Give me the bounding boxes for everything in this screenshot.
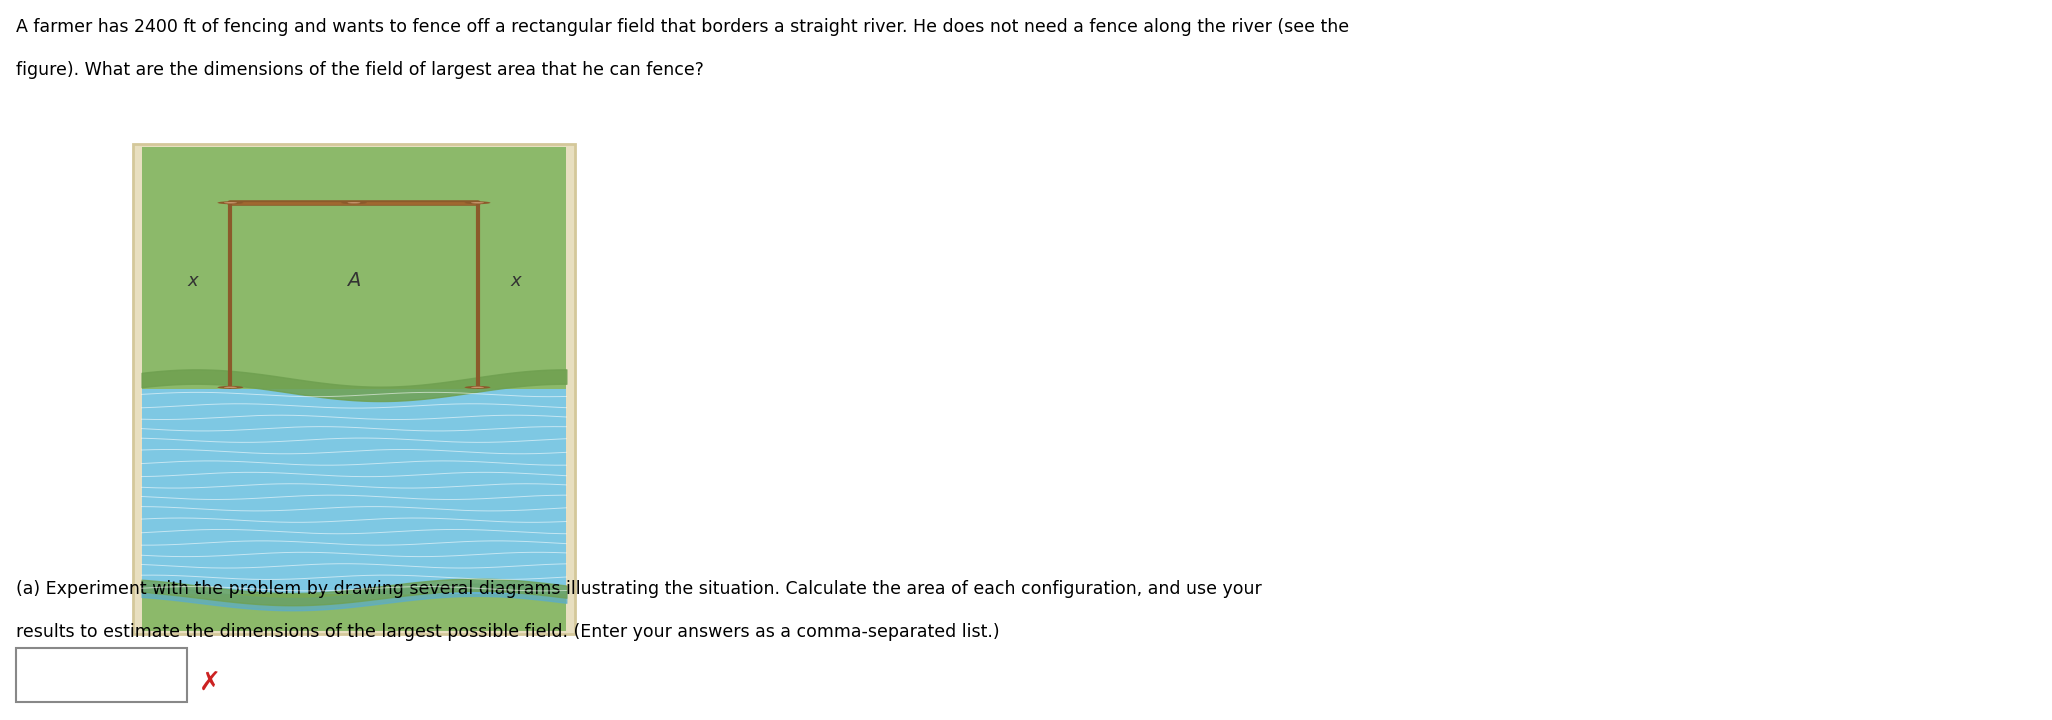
Ellipse shape (464, 386, 490, 389)
Text: results to estimate the dimensions of the largest possible field. (Enter your an: results to estimate the dimensions of th… (16, 623, 999, 641)
Text: figure). What are the dimensions of the field of largest area that he can fence?: figure). What are the dimensions of the … (16, 61, 704, 79)
Ellipse shape (347, 202, 361, 204)
Ellipse shape (224, 202, 236, 204)
Bar (142, 595, 566, 631)
Text: (a) Experiment with the problem by drawing several diagrams illustrating the sit: (a) Experiment with the problem by drawi… (16, 580, 1262, 598)
Ellipse shape (218, 386, 244, 389)
Text: x: x (511, 271, 521, 289)
Text: x: x (187, 271, 197, 289)
Ellipse shape (472, 202, 484, 204)
Text: A farmer has 2400 ft of fencing and wants to fence off a rectangular field that : A farmer has 2400 ft of fencing and want… (16, 18, 1350, 36)
Text: A: A (347, 271, 361, 290)
Bar (16, 648, 187, 702)
Text: ✗: ✗ (199, 670, 222, 696)
Ellipse shape (472, 387, 484, 388)
Ellipse shape (218, 202, 244, 204)
Bar (142, 389, 566, 595)
Ellipse shape (341, 202, 367, 204)
FancyBboxPatch shape (133, 144, 575, 634)
Ellipse shape (224, 387, 236, 388)
Bar (142, 147, 566, 389)
Ellipse shape (464, 202, 490, 204)
